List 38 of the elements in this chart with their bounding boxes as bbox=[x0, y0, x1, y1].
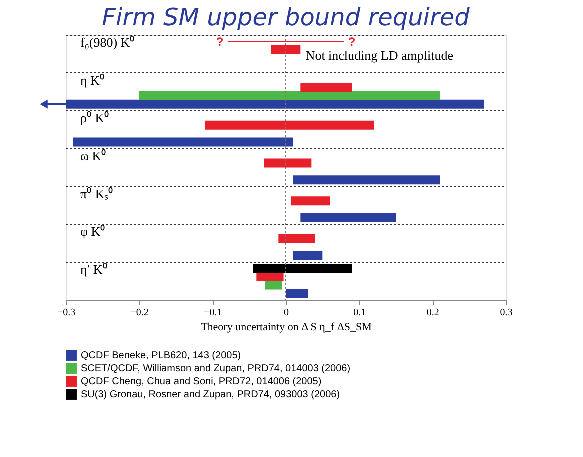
bar bbox=[253, 264, 352, 273]
x-tick-label: −0.2 bbox=[130, 308, 149, 318]
x-tick-label: 0.2 bbox=[426, 308, 440, 318]
y-tick-label: η K⁰ bbox=[80, 72, 105, 88]
bar bbox=[256, 272, 284, 282]
legend-label: QCDF Cheng, Chua and Soni, PRD72, 014006 (2005) bbox=[81, 376, 322, 388]
bar bbox=[291, 196, 330, 206]
y-tick-label: ρ⁰ K⁰ bbox=[80, 110, 110, 126]
y-tick-label: ω K⁰ bbox=[80, 148, 107, 164]
bar bbox=[286, 289, 308, 298]
y-tick-label: η′ K⁰ bbox=[80, 262, 108, 278]
y-tick-label: f₀(980) K⁰ bbox=[80, 34, 136, 50]
x-tick-label: 0.3 bbox=[500, 308, 513, 318]
bar bbox=[278, 234, 316, 244]
bar bbox=[271, 45, 301, 54]
legend-label: SCET/QCDF, Williamson and Zupan, PRD74, 014003 (2006) bbox=[81, 364, 351, 374]
bar bbox=[265, 280, 282, 290]
bar bbox=[264, 158, 312, 168]
y-tick-label: π⁰ Kₛ⁰ bbox=[80, 186, 114, 202]
legend-label: SU(3) Gronau, Rosner and Zupan, PRD74, 093003 (2006) bbox=[81, 390, 340, 400]
bar bbox=[139, 91, 440, 100]
chart-title: Firm SM upper bound required bbox=[102, 4, 471, 32]
bar bbox=[300, 213, 396, 222]
annotation: Not including LD amplitude bbox=[306, 48, 454, 63]
annotation: ? bbox=[216, 34, 224, 49]
annotation: ? bbox=[348, 34, 356, 49]
x-tick-label: 0.1 bbox=[354, 308, 366, 318]
x-tick-label: −0.1 bbox=[204, 308, 222, 318]
x-tick-label: −0.3 bbox=[57, 308, 76, 318]
y-tick-label: φ K⁰ bbox=[80, 224, 106, 240]
bar bbox=[293, 251, 323, 260]
bar bbox=[300, 83, 352, 92]
x-axis-title: Theory uncertainty on Δ S η_f ΔS_SM bbox=[201, 322, 372, 334]
bar bbox=[73, 138, 294, 147]
bar bbox=[293, 176, 440, 185]
legend-label: QCDF Beneke, PLB620, 143 (2005) bbox=[81, 350, 242, 362]
bar bbox=[205, 120, 374, 130]
x-tick-label: 0 bbox=[284, 308, 289, 318]
